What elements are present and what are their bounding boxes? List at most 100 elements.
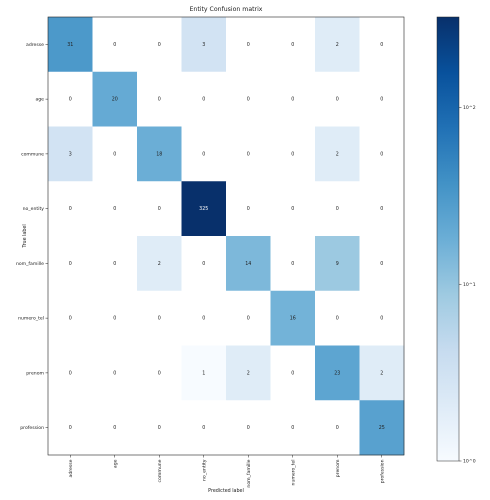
y-tick-label: nom_famille — [16, 261, 44, 267]
x-axis-title: Predicted label — [208, 488, 244, 494]
cell-value-label: 0 — [247, 151, 250, 157]
cell-value-label: 0 — [69, 261, 72, 267]
heatmap-cell — [181, 290, 227, 346]
heatmap-cell — [137, 400, 182, 456]
heatmap-cell — [359, 181, 405, 237]
heatmap-cell — [270, 181, 316, 237]
cell-value-label: 0 — [291, 151, 294, 157]
cell-value-label: 0 — [291, 261, 294, 267]
heatmap-cell — [226, 181, 271, 237]
heatmap-cell — [137, 236, 182, 292]
cell-value-label: 0 — [158, 425, 161, 431]
cell-value-label: 3 — [69, 151, 72, 157]
cell-value-label: 9 — [336, 261, 339, 267]
heatmap-cell — [270, 345, 316, 401]
heatmap-cell — [137, 290, 182, 346]
cell-value-label: 0 — [380, 151, 383, 157]
heatmap-cell — [226, 126, 271, 182]
heatmap-cell — [226, 400, 271, 456]
heatmap-cell — [92, 17, 138, 73]
cell-value-label: 0 — [336, 97, 339, 103]
y-tick-label: prenom — [26, 370, 44, 376]
y-axis: adresse age commune no_entity nom_famillenum… — [16, 42, 48, 431]
heatmap-cell — [137, 181, 182, 237]
heatmap-cell — [137, 71, 182, 127]
heatmap-cell — [181, 17, 227, 73]
y-tick-label: commune — [21, 152, 44, 157]
cell-value-label: 25 — [379, 425, 385, 431]
cell-value-label: 0 — [380, 42, 383, 48]
heatmap-cell — [226, 236, 271, 292]
heatmap-cell — [92, 181, 138, 237]
chart-title: Entity Confusion matrix — [190, 6, 263, 13]
heatmap-cell — [359, 236, 405, 292]
heatmap-cell — [48, 17, 93, 73]
cell-value-label: 3 — [202, 42, 205, 48]
cell-value-label: 0 — [247, 206, 250, 212]
y-tick-label: no_entity — [23, 206, 45, 212]
cell-value-label: 16 — [290, 316, 296, 322]
cell-value-label: 0 — [291, 425, 294, 431]
cell-value-label: 2 — [380, 370, 383, 376]
heatmap-cell — [270, 400, 316, 456]
colorbar-tick-label: 10^1 — [463, 282, 476, 288]
heatmap-cell — [270, 290, 316, 346]
heatmap-cell — [181, 400, 227, 456]
heatmap-cell — [359, 17, 405, 73]
cell-value-label: 23 — [334, 370, 340, 376]
cell-value-label: 0 — [202, 97, 205, 103]
heatmap-cell — [181, 236, 227, 292]
x-tick-label: numero_tel — [290, 460, 296, 486]
colorbar-ticks: 10^0 10^1 10^2 — [459, 105, 476, 465]
heatmap-cell — [181, 126, 227, 182]
cell-value-label: 2 — [336, 42, 339, 48]
x-tick-label: prenom — [335, 459, 341, 477]
heatmap-cell — [181, 71, 227, 127]
x-tick-label: nom_famille — [246, 459, 252, 487]
heatmap-cell — [270, 17, 316, 73]
heatmap-cell — [315, 181, 360, 237]
cell-value-label: 0 — [336, 206, 339, 212]
cell-value-label: 0 — [113, 151, 116, 157]
heatmap-cell — [92, 400, 138, 456]
x-tick-label: commune — [158, 459, 163, 482]
heatmap-cell — [48, 71, 93, 127]
heatmap-cell — [359, 126, 405, 182]
cell-value-label: 0 — [69, 206, 72, 212]
cell-value-label: 0 — [113, 370, 116, 376]
heatmap-cell — [315, 17, 360, 73]
cell-value-label: 2 — [158, 261, 161, 267]
cell-value-label: 0 — [69, 97, 72, 103]
x-tick-label: age — [113, 459, 118, 468]
x-tick-label: profession — [379, 459, 385, 483]
heatmap-cell — [92, 290, 138, 346]
y-tick-label: adresse — [26, 42, 44, 48]
heatmap-cell — [315, 345, 360, 401]
cell-value-label: 2 — [247, 370, 250, 376]
cell-value-label: 1 — [202, 370, 205, 376]
heatmap-cell — [226, 17, 271, 73]
heatmap-cell — [315, 290, 360, 346]
heatmap-cell — [92, 71, 138, 127]
heatmap-cell — [48, 400, 93, 456]
x-tick-label: no_entity — [201, 459, 207, 481]
plot-frame — [47, 16, 405, 456]
heatmap-cell — [181, 181, 227, 237]
heatmap-cell — [359, 290, 405, 346]
cell-value-label: 0 — [69, 316, 72, 322]
cell-value-label: 0 — [113, 42, 116, 48]
y-tick-label: profession — [20, 425, 44, 431]
heatmap-cell — [315, 126, 360, 182]
heatmap-cell — [48, 345, 93, 401]
heatmap-cell — [92, 126, 138, 182]
cell-value-label: 0 — [247, 42, 250, 48]
cell-value-label: 0 — [158, 42, 161, 48]
cell-value-label: 0 — [202, 261, 205, 267]
heatmap-cell — [226, 345, 271, 401]
heatmap-cell — [359, 345, 405, 401]
cell-value-label: 0 — [113, 206, 116, 212]
colorbar — [436, 16, 460, 462]
heatmap-cell — [92, 345, 138, 401]
cell-value-label: 31 — [67, 42, 73, 48]
